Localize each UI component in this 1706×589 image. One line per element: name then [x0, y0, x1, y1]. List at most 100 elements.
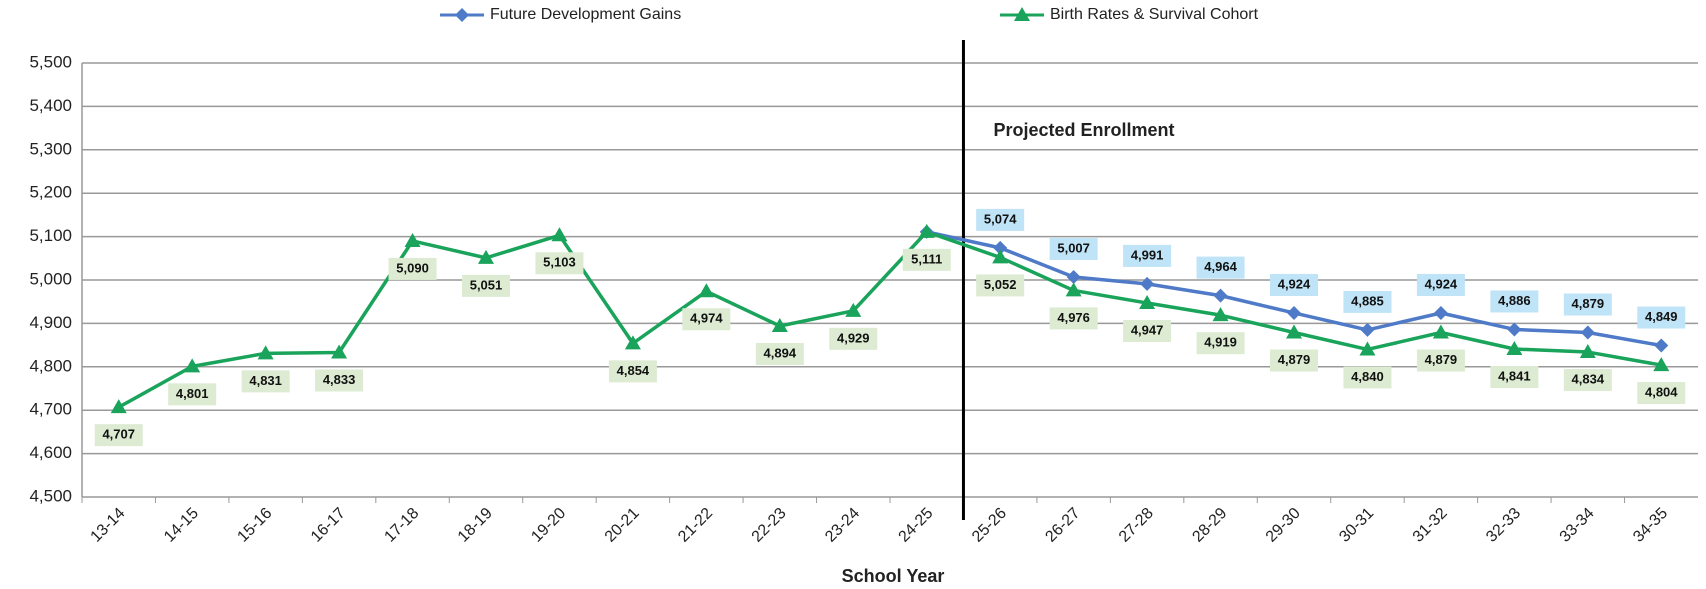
value-label: 4,804 — [1645, 385, 1678, 400]
value-label: 4,833 — [323, 372, 356, 387]
x-tick-label: 34-35 — [1630, 505, 1671, 546]
data-point — [1653, 357, 1670, 372]
legend-marker — [455, 8, 469, 22]
x-tick-label: 27-28 — [1116, 505, 1157, 546]
data-point — [1360, 322, 1375, 337]
value-label-bg — [1343, 366, 1392, 389]
x-tick-label: 26-27 — [1042, 505, 1083, 546]
value-label: 4,886 — [1498, 293, 1531, 308]
value-label: 4,924 — [1425, 276, 1458, 291]
x-tick-label: 25-26 — [969, 505, 1010, 546]
value-label: 4,919 — [1204, 335, 1237, 350]
value-label: 4,879 — [1425, 352, 1458, 367]
data-point — [1433, 305, 1448, 320]
y-tick-label: 4,700 — [29, 400, 72, 419]
x-tick-label: 17-18 — [381, 505, 422, 546]
value-label-bg — [1563, 369, 1612, 392]
legend-marker — [1014, 7, 1030, 21]
x-tick-label: 20-21 — [602, 505, 643, 546]
x-tick-label: 24-25 — [896, 505, 937, 546]
x-tick-label: 19-20 — [528, 505, 569, 546]
x-tick-label: 16-17 — [308, 505, 349, 546]
y-tick-label: 4,600 — [29, 443, 72, 462]
y-tick-label: 5,300 — [29, 139, 72, 158]
value-label: 4,879 — [1278, 352, 1311, 367]
value-label-bg — [1563, 293, 1612, 316]
x-tick-label: 32-33 — [1483, 505, 1524, 546]
data-point — [1066, 269, 1081, 284]
data-point — [1579, 344, 1596, 359]
value-label-bg — [1196, 332, 1245, 355]
value-label-bg — [1490, 290, 1539, 313]
x-tick-label: 15-16 — [234, 505, 275, 546]
y-tick-label: 4,800 — [29, 356, 72, 375]
data-point — [918, 223, 935, 238]
x-tick-label: 28-29 — [1189, 505, 1230, 546]
value-label: 5,090 — [396, 260, 429, 275]
x-tick-label: 31-32 — [1410, 505, 1451, 546]
value-label: 5,103 — [543, 255, 576, 270]
value-label: 5,052 — [984, 277, 1017, 292]
value-label: 4,976 — [1057, 310, 1090, 325]
series-line — [117, 230, 1662, 409]
data-point — [1212, 307, 1229, 322]
y-tick-label: 4,900 — [29, 313, 72, 332]
data-point — [1580, 325, 1595, 340]
value-label-bg — [241, 370, 290, 393]
x-tick-label: 29-30 — [1263, 505, 1304, 546]
y-tick-label: 5,200 — [29, 183, 72, 202]
data-point — [184, 358, 201, 373]
y-tick-label: 5,400 — [29, 96, 72, 115]
value-label: 4,924 — [1278, 276, 1311, 291]
value-label-bg — [976, 274, 1025, 297]
y-tick-label: 4,500 — [29, 486, 72, 505]
x-tick-label: 23-24 — [822, 505, 863, 546]
data-point — [993, 240, 1008, 255]
value-label-bg — [315, 369, 364, 392]
data-point — [1432, 324, 1449, 339]
data-point — [331, 344, 348, 359]
value-label-bg — [388, 257, 437, 280]
value-label-bg — [755, 343, 804, 366]
value-label: 4,974 — [690, 311, 723, 326]
x-tick-label: 22-23 — [749, 505, 790, 546]
data-point — [1286, 324, 1302, 339]
x-tick-label: 13-14 — [88, 505, 129, 546]
value-label-bg — [1049, 307, 1098, 330]
value-label: 4,831 — [249, 373, 282, 388]
value-label-bg — [1270, 273, 1318, 296]
y-tick-label: 5,000 — [29, 269, 72, 288]
value-label: 4,849 — [1645, 309, 1678, 324]
value-label: 5,111 — [911, 251, 942, 266]
data-point — [1506, 341, 1523, 356]
value-label-bg — [1416, 349, 1465, 372]
value-label: 4,929 — [837, 330, 870, 345]
value-label-bg — [1416, 273, 1465, 296]
value-label: 4,885 — [1351, 293, 1384, 308]
value-label: 4,964 — [1204, 259, 1237, 274]
x-axis-title: School Year — [842, 566, 945, 586]
y-tick-label: 5,100 — [29, 226, 72, 245]
annotation: Projected Enrollment — [993, 120, 1174, 140]
data-point — [551, 227, 568, 242]
value-label: 4,854 — [617, 363, 650, 378]
value-label: 5,074 — [984, 211, 1017, 226]
x-tick-label: 30-31 — [1336, 505, 1377, 546]
data-point — [698, 283, 715, 298]
value-label: 4,707 — [102, 427, 135, 442]
value-label: 4,834 — [1572, 371, 1605, 386]
data-point — [624, 335, 641, 350]
value-label-bg — [682, 308, 731, 331]
value-label-bg — [1637, 306, 1686, 329]
value-label: 4,947 — [1131, 322, 1164, 337]
legend-label: Future Development Gains — [490, 6, 681, 23]
data-point — [1654, 338, 1669, 353]
data-point — [257, 345, 274, 360]
data-point — [1213, 288, 1228, 303]
value-label-bg — [1490, 366, 1539, 389]
data-point — [845, 302, 862, 317]
data-point — [1507, 322, 1522, 337]
value-label-bg — [1123, 320, 1172, 343]
value-label-bg — [1196, 256, 1245, 279]
